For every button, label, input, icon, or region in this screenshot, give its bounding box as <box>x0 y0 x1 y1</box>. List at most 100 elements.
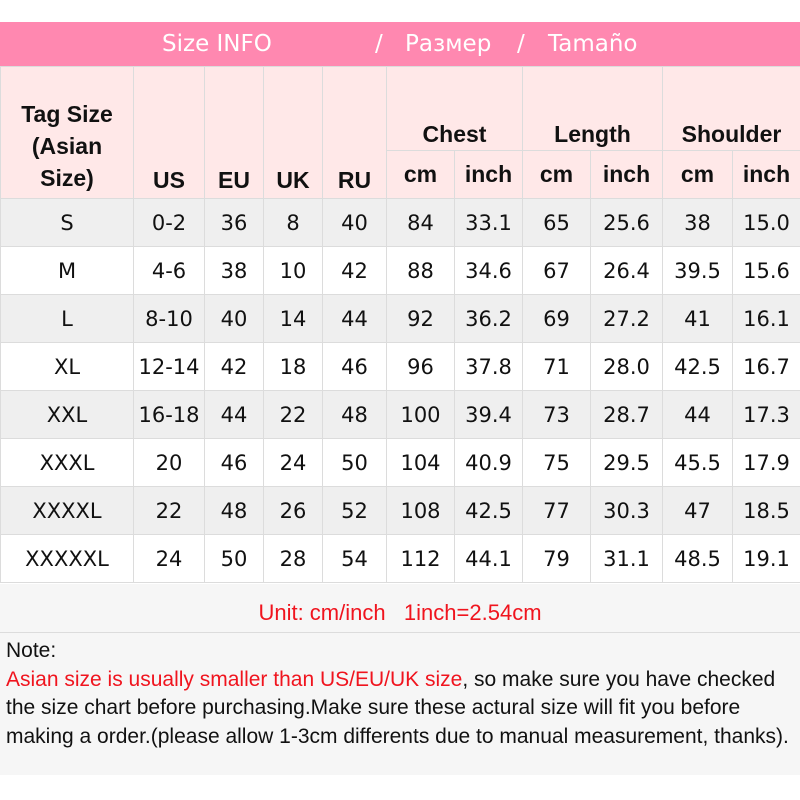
table-cell: 100 <box>386 390 455 439</box>
table-cell: 27.2 <box>590 294 663 343</box>
table-cell: 39.5 <box>662 246 733 295</box>
table-cell: 31.1 <box>590 534 663 583</box>
tag-size-line: (Asian <box>31 133 103 159</box>
table-cell: 52 <box>322 486 387 535</box>
header-shoulder-cm: cm <box>662 150 733 199</box>
size-table: Tag Size (Asian Size) US EU UK RU Chest … <box>0 66 800 583</box>
header-shoulder-inch: inch <box>731 150 800 199</box>
tag-size-line: Tag Size <box>21 101 113 127</box>
table-cell: 0-2 <box>133 198 205 247</box>
table-cell: 39.4 <box>454 390 523 439</box>
table-cell: 79 <box>522 534 591 583</box>
table-cell: 17.3 <box>731 390 800 439</box>
table-cell: 96 <box>386 342 455 391</box>
note-highlight: Asian size is usually smaller than US/EU… <box>6 667 463 691</box>
table-cell: 46 <box>322 342 387 391</box>
table-cell: 14 <box>263 294 323 343</box>
header-us: US <box>133 66 205 199</box>
table-cell: 28.0 <box>590 342 663 391</box>
header-eu: EU <box>204 66 264 199</box>
header-length-cm: cm <box>522 150 591 199</box>
header-length: Length <box>522 66 663 151</box>
table-cell: 50 <box>322 438 387 487</box>
table-cell: 84 <box>386 198 455 247</box>
table-cell: 33.1 <box>454 198 523 247</box>
table-cell: 16.7 <box>731 342 800 391</box>
size-info-banner: Size INFO / Размер / Tamaño <box>0 22 800 66</box>
table-cell: 42 <box>204 342 264 391</box>
banner-spanish: Tamaño <box>548 31 638 57</box>
header-chest-inch: inch <box>454 150 523 199</box>
table-cell: 40.9 <box>454 438 523 487</box>
table-row: XXXL 20 46 24 50 104 40.9 75 29.5 45.5 17.9 <box>0 438 800 487</box>
table-cell: 40 <box>322 198 387 247</box>
table-cell: 20 <box>133 438 205 487</box>
table-cell: 73 <box>522 390 591 439</box>
header-uk: UK <box>263 66 323 199</box>
table-cell: 71 <box>522 342 591 391</box>
table-cell: 26.4 <box>590 246 663 295</box>
table-cell: 50 <box>204 534 264 583</box>
table-cell: 44 <box>204 390 264 439</box>
table-cell: 48 <box>322 390 387 439</box>
table-row: L 8-10 40 14 44 92 36.2 69 27.2 41 16.1 <box>0 294 800 343</box>
table-cell: XXL <box>0 390 134 439</box>
note-box: Note: Asian size is usually smaller than… <box>0 633 800 775</box>
table-cell: 48 <box>204 486 264 535</box>
table-cell: 22 <box>263 390 323 439</box>
tag-size-line: Size) <box>40 165 94 191</box>
table-cell: 16-18 <box>133 390 205 439</box>
table-cell: 4-6 <box>133 246 205 295</box>
note-label: Note: <box>6 639 57 662</box>
table-cell: 42 <box>322 246 387 295</box>
table-cell: 24 <box>263 438 323 487</box>
table-cell: 42.5 <box>454 486 523 535</box>
note-text: Asian size is usually smaller than US/EU… <box>6 666 794 752</box>
table-cell: 34.6 <box>454 246 523 295</box>
table-cell: 44.1 <box>454 534 523 583</box>
table-cell: 41 <box>662 294 733 343</box>
table-cell: 26 <box>263 486 323 535</box>
table-row: M 4-6 38 10 42 88 34.6 67 26.4 39.5 15.6 <box>0 246 800 295</box>
table-row: XXL 16-18 44 22 48 100 39.4 73 28.7 44 17.3 <box>0 390 800 439</box>
table-cell: 38 <box>662 198 733 247</box>
table-cell: 77 <box>522 486 591 535</box>
table-cell: 46 <box>204 438 264 487</box>
header-chest: Chest <box>386 66 523 151</box>
note-rest: , so make sure you have checked the size… <box>6 667 789 748</box>
banner-title: Size INFO <box>162 31 272 57</box>
table-cell: 36 <box>204 198 264 247</box>
table-cell: 30.3 <box>590 486 663 535</box>
table-cell: 67 <box>522 246 591 295</box>
table-cell: 28.7 <box>590 390 663 439</box>
header-tag-size: Tag Size (Asian Size) <box>0 66 134 199</box>
banner-separator: / <box>517 31 525 57</box>
table-cell: 8 <box>263 198 323 247</box>
table-cell: XXXL <box>0 438 134 487</box>
table-cell: 54 <box>322 534 387 583</box>
table-cell: 48.5 <box>662 534 733 583</box>
header-shoulder: Shoulder <box>661 66 800 151</box>
table-cell: 17.9 <box>731 438 800 487</box>
table-cell: 88 <box>386 246 455 295</box>
table-cell: 18 <box>263 342 323 391</box>
table-cell: 108 <box>386 486 455 535</box>
table-cell: 47 <box>662 486 733 535</box>
table-cell: 38 <box>204 246 264 295</box>
table-row: XXXXXL 24 50 28 54 112 44.1 79 31.1 48.5 19.1 <box>0 534 800 583</box>
header-length-inch: inch <box>590 150 663 199</box>
table-cell: S <box>0 198 134 247</box>
table-cell: 25.6 <box>590 198 663 247</box>
table-cell: L <box>0 294 134 343</box>
table-cell: 112 <box>386 534 455 583</box>
table-cell: 19.1 <box>731 534 800 583</box>
table-cell: 15.0 <box>731 198 800 247</box>
table-cell: XXXXL <box>0 486 134 535</box>
table-cell: 44 <box>322 294 387 343</box>
table-cell: 104 <box>386 438 455 487</box>
table-cell: 75 <box>522 438 591 487</box>
table-cell: 44 <box>662 390 733 439</box>
unit-note: Unit: cm/inch 1inch=2.54cm <box>0 584 800 633</box>
table-row: XL 12-14 42 18 46 96 37.8 71 28.0 42.5 16.7 <box>0 342 800 391</box>
table-cell: 40 <box>204 294 264 343</box>
